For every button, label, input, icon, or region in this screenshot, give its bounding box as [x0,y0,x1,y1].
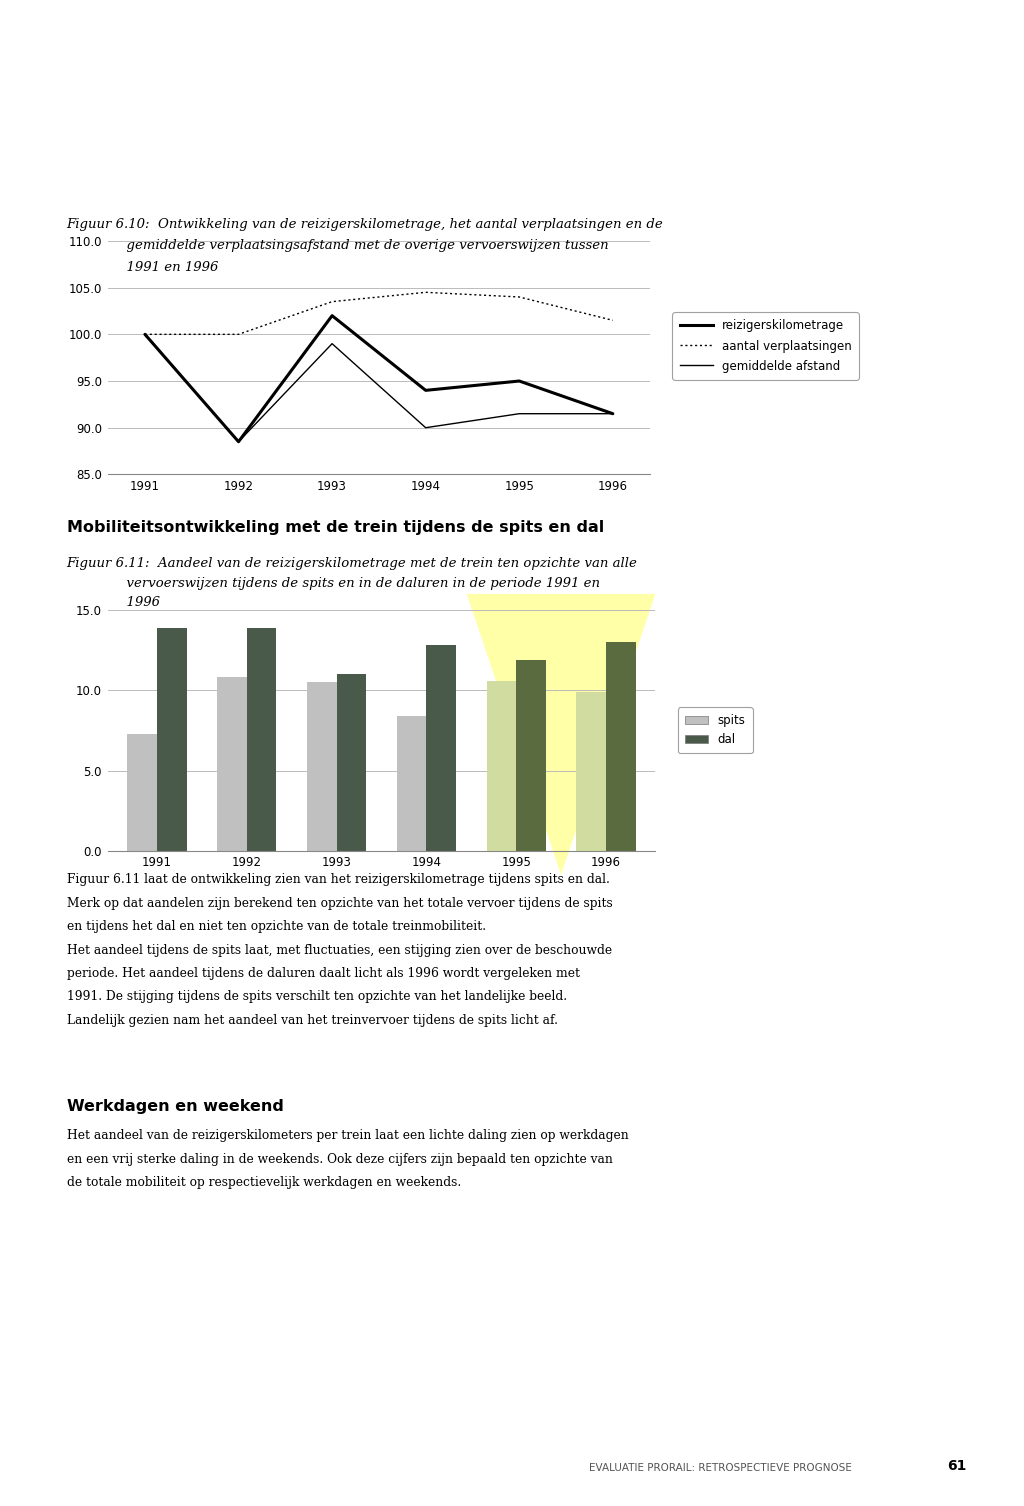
Text: Het aandeel tijdens de spits laat, met fluctuaties, een stijging zien over de be: Het aandeel tijdens de spits laat, met f… [67,943,611,956]
Text: vervoerswijzen tijdens de spits en in de daluren in de periode 1991 en: vervoerswijzen tijdens de spits en in de… [67,577,600,590]
Text: gemiddelde verplaatsingsafstand met de overige vervoerswijzen tussen: gemiddelde verplaatsingsafstand met de o… [67,239,608,253]
Text: Landelijk gezien nam het aandeel van het treinvervoer tijdens de spits licht af.: Landelijk gezien nam het aandeel van het… [67,1014,557,1027]
Bar [426,645,456,851]
Bar [606,642,636,851]
Text: Figuur 6.11:  Aandeel van de reizigerskilometrage met de trein ten opzichte van : Figuur 6.11: Aandeel van de reizigerskil… [67,557,637,571]
Text: 1991 en 1996: 1991 en 1996 [67,261,218,274]
Polygon shape [467,593,655,875]
Text: EVALUATIE PRORAIL: RETROSPECTIEVE PROGNOSE: EVALUATIE PRORAIL: RETROSPECTIEVE PROGNO… [589,1462,852,1473]
Bar [157,628,186,851]
Text: 1996: 1996 [67,596,160,610]
Text: 61: 61 [947,1459,967,1473]
Text: de totale mobiliteit op respectievelijk werkdagen en weekends.: de totale mobiliteit op respectievelijk … [67,1176,461,1190]
Text: en tijdens het dal en niet ten opzichte van de totale treinmobiliteit.: en tijdens het dal en niet ten opzichte … [67,920,485,934]
Text: periode. Het aandeel tijdens de daluren daalt licht als 1996 wordt vergeleken me: periode. Het aandeel tijdens de daluren … [67,967,580,980]
Bar [486,681,516,851]
Legend: reizigerskilometrage, aantal verplaatsingen, gemiddelde afstand: reizigerskilometrage, aantal verplaatsin… [673,312,859,380]
Text: Figuur 6.11 laat de ontwikkeling zien van het reizigerskilometrage tijdens spits: Figuur 6.11 laat de ontwikkeling zien va… [67,873,609,887]
Bar [217,678,247,851]
Text: 1991. De stijging tijdens de spits verschilt ten opzichte van het landelijke bee: 1991. De stijging tijdens de spits versc… [67,991,566,1003]
Bar [516,660,546,851]
Bar [577,691,606,851]
Text: Mobiliteitsontwikkeling met de trein tijdens de spits en dal: Mobiliteitsontwikkeling met de trein tij… [67,520,604,535]
Text: Het aandeel van de reizigerskilometers per trein laat een lichte daling zien op : Het aandeel van de reizigerskilometers p… [67,1130,629,1143]
Bar [396,715,426,851]
Text: Merk op dat aandelen zijn berekend ten opzichte van het totale vervoer tijdens d: Merk op dat aandelen zijn berekend ten o… [67,898,612,910]
Text: en een vrij sterke daling in de weekends. Ook deze cijfers zijn bepaald ten opzi: en een vrij sterke daling in de weekends… [67,1154,612,1166]
Bar [337,675,367,851]
Bar [127,733,157,851]
Bar [247,628,276,851]
Bar [307,682,337,851]
Text: Werkdagen en weekend: Werkdagen en weekend [67,1099,284,1114]
Text: Figuur 6.10:  Ontwikkeling van de reizigerskilometrage, het aantal verplaatsinge: Figuur 6.10: Ontwikkeling van de reizige… [67,218,664,232]
Legend: spits, dal: spits, dal [678,708,753,753]
